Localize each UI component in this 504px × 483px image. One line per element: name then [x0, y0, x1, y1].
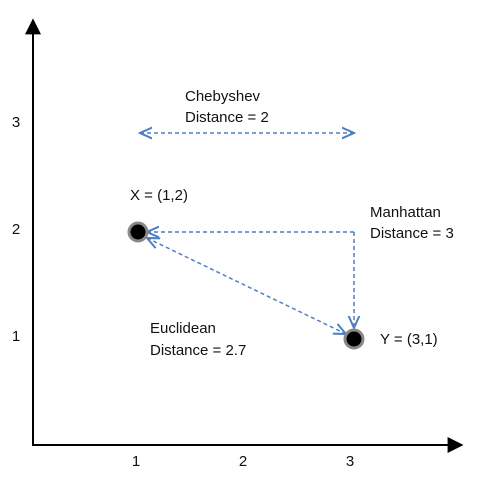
euclidean-arrow — [147, 238, 346, 334]
distance-label: Distance = 3 — [370, 225, 454, 242]
point-label: X = (1,2) — [130, 187, 188, 204]
x-tick-label: 3 — [346, 453, 354, 470]
y-tick-label: 3 — [12, 114, 20, 131]
point-label: Y = (3,1) — [380, 331, 438, 348]
point — [343, 328, 365, 350]
x-tick-label: 1 — [132, 453, 140, 470]
distance-name: Chebyshev — [185, 88, 261, 105]
distance-name: Euclidean — [150, 320, 216, 337]
x-tick-label: 2 — [239, 453, 247, 470]
distance-name: Manhattan — [370, 204, 441, 221]
y-tick-label: 1 — [12, 328, 20, 345]
distance-label: Distance = 2.7 — [150, 342, 246, 359]
point — [127, 221, 149, 243]
y-tick-label: 2 — [12, 221, 20, 238]
distance-label: Distance = 2 — [185, 109, 269, 126]
